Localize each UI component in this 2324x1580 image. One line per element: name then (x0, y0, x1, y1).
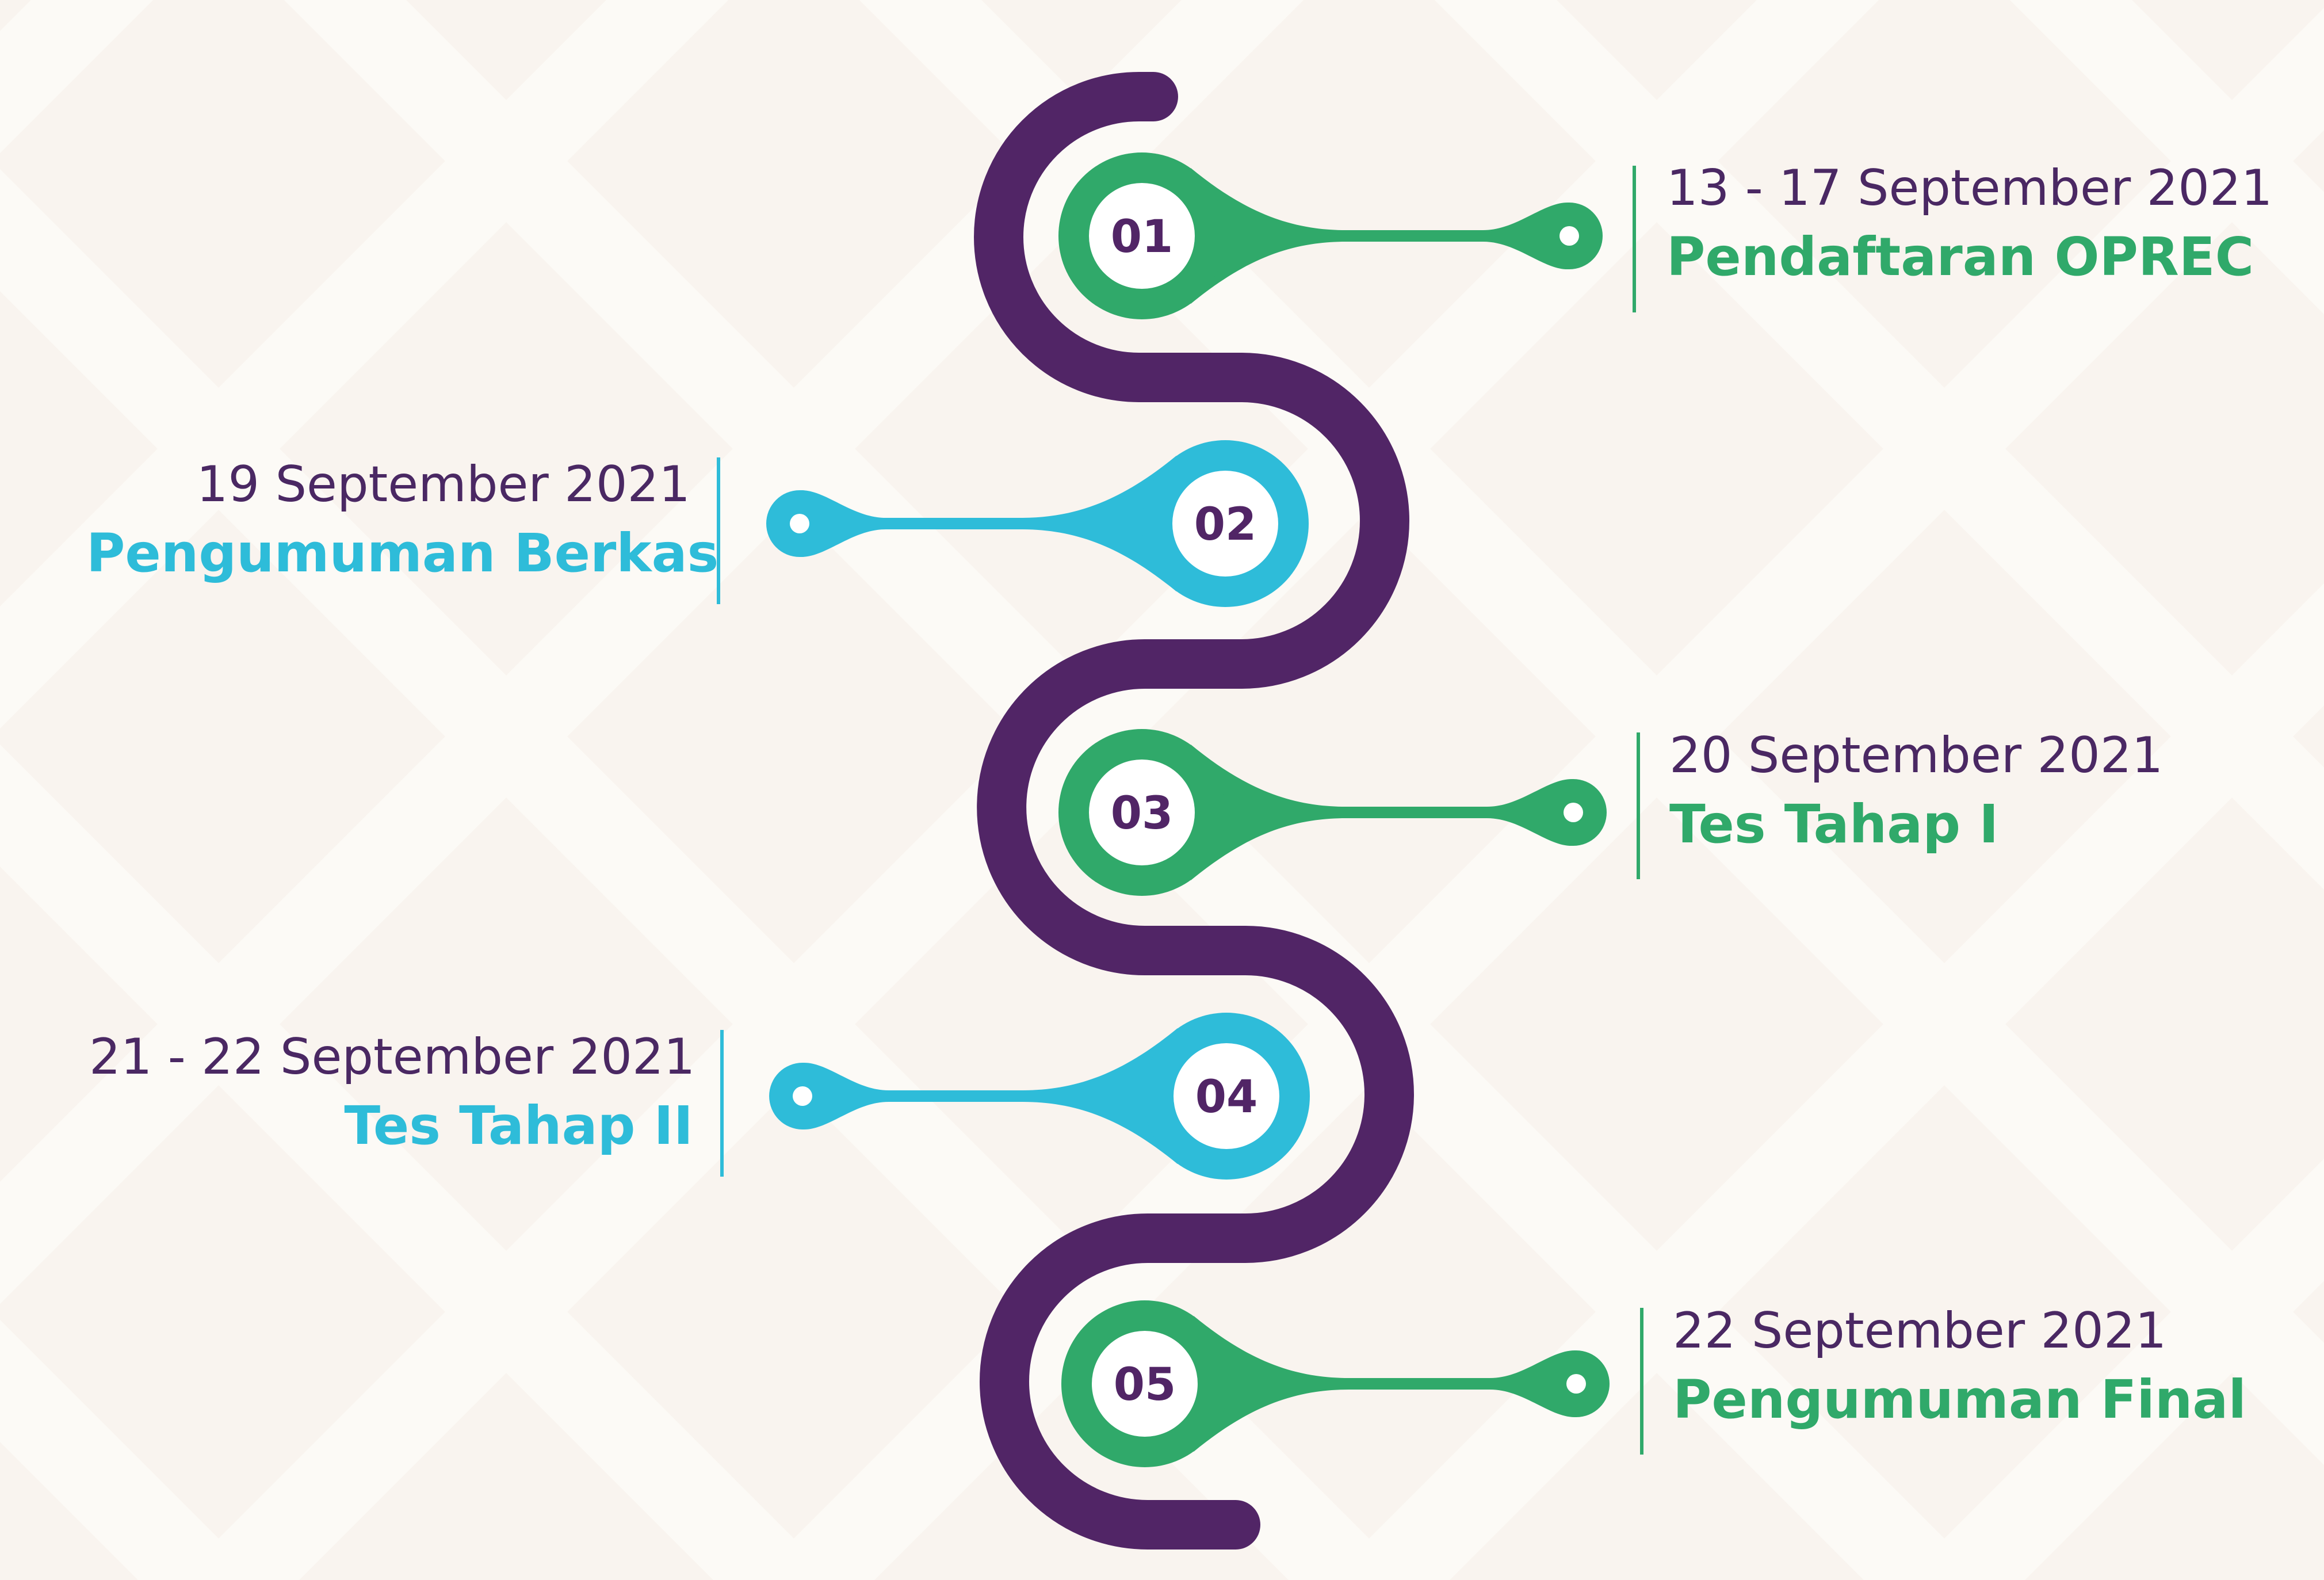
background-chevron (0, 1319, 250, 1580)
step-01-end-dot (1559, 226, 1579, 246)
step-03-number: 03 (1111, 788, 1174, 839)
background-chevron (1626, 387, 2263, 768)
background-chevron (1338, 675, 1975, 1055)
step-04-date: 21 - 22 September 2021 (89, 1028, 695, 1086)
background-chevron (475, 963, 1113, 1343)
background-chevron (475, 0, 1113, 192)
step-03-pin: 03 (1058, 729, 1607, 896)
step-02-pin: 02 (766, 440, 1309, 607)
step-04-connector (769, 1028, 1178, 1164)
step-05-label: 22 September 2021 Pengumuman Final (1673, 1299, 2277, 1437)
step-05-number: 05 (1114, 1359, 1176, 1411)
step-05-title: Pengumuman Final (1673, 1369, 2246, 1430)
step-04-divider (720, 1030, 724, 1177)
step-05-end-dot (1566, 1374, 1586, 1394)
step-03-end-dot (1564, 803, 1583, 822)
background-chevron (1626, 963, 2263, 1343)
step-04-end-dot (793, 1086, 812, 1106)
background-chevron (1050, 0, 1688, 192)
step-02-connector (766, 456, 1176, 591)
step-05-date: 22 September 2021 (1673, 1302, 2167, 1360)
step-01-title: Pendaftaran OPREC (1666, 226, 2254, 288)
timeline-path (974, 72, 1414, 1550)
step-01-divider (1633, 166, 1636, 312)
step-01-connector (1191, 168, 1603, 304)
step-05-pin: 05 (1061, 1300, 1610, 1467)
step-01-badge (1089, 183, 1195, 289)
step-03-divider (1637, 732, 1640, 879)
step-04-number: 04 (1195, 1071, 1258, 1123)
step-01-date: 13 - 17 September 2021 (1666, 159, 2273, 217)
step-03-date: 20 September 2021 (1669, 727, 2164, 784)
step-03-connector (1191, 745, 1607, 880)
background-chevron (188, 100, 825, 480)
background-chevron (1913, 675, 2324, 1055)
background-chevron (1913, 100, 2324, 480)
step-01-pin: 01 (1058, 152, 1603, 319)
background-chevron (0, 963, 537, 1343)
step-01-number: 01 (1111, 211, 1174, 263)
step-02-badge (1172, 471, 1278, 577)
background-chevron (1913, 1250, 2324, 1580)
background-chevron (763, 100, 1400, 480)
background-chevron (188, 675, 825, 1055)
step-02-title: Pengumuman Berkas (86, 522, 719, 584)
background-chevron (0, 169, 250, 480)
step-02-label: 19 September 2021 Pengumuman Berkas (86, 453, 719, 591)
background-chevron (188, 1250, 825, 1580)
step-02-end-dot (790, 514, 809, 533)
step-03-label: 20 September 2021 Tes Tahap I (1669, 724, 2273, 862)
background-chevron (475, 387, 1113, 768)
step-02-date: 19 September 2021 (196, 456, 690, 513)
step-05-badge (1092, 1331, 1198, 1437)
step-04-pin: 04 (769, 1013, 1310, 1180)
step-04-badge (1174, 1043, 1279, 1149)
step-02-divider (717, 457, 720, 604)
step-05-connector (1194, 1316, 1610, 1452)
background-chevron (0, 387, 537, 768)
step-03-title: Tes Tahap I (1669, 793, 1999, 855)
step-04-label: 21 - 22 September 2021 Tes Tahap II (89, 1025, 695, 1163)
step-05-divider (1640, 1308, 1643, 1455)
background-chevron (1626, 0, 2263, 192)
step-01-label: 13 - 17 September 2021 Pendaftaran OPREC (1666, 157, 2273, 295)
step-02-number: 02 (1194, 499, 1257, 551)
background-chevron (0, 0, 537, 192)
background-chevron (1338, 1250, 1975, 1580)
background-chevron (0, 744, 250, 1055)
background-chevron (763, 1250, 1400, 1580)
step-04-title: Tes Tahap II (344, 1095, 693, 1157)
background-chevron (1338, 100, 1975, 480)
step-03-badge (1089, 760, 1195, 865)
